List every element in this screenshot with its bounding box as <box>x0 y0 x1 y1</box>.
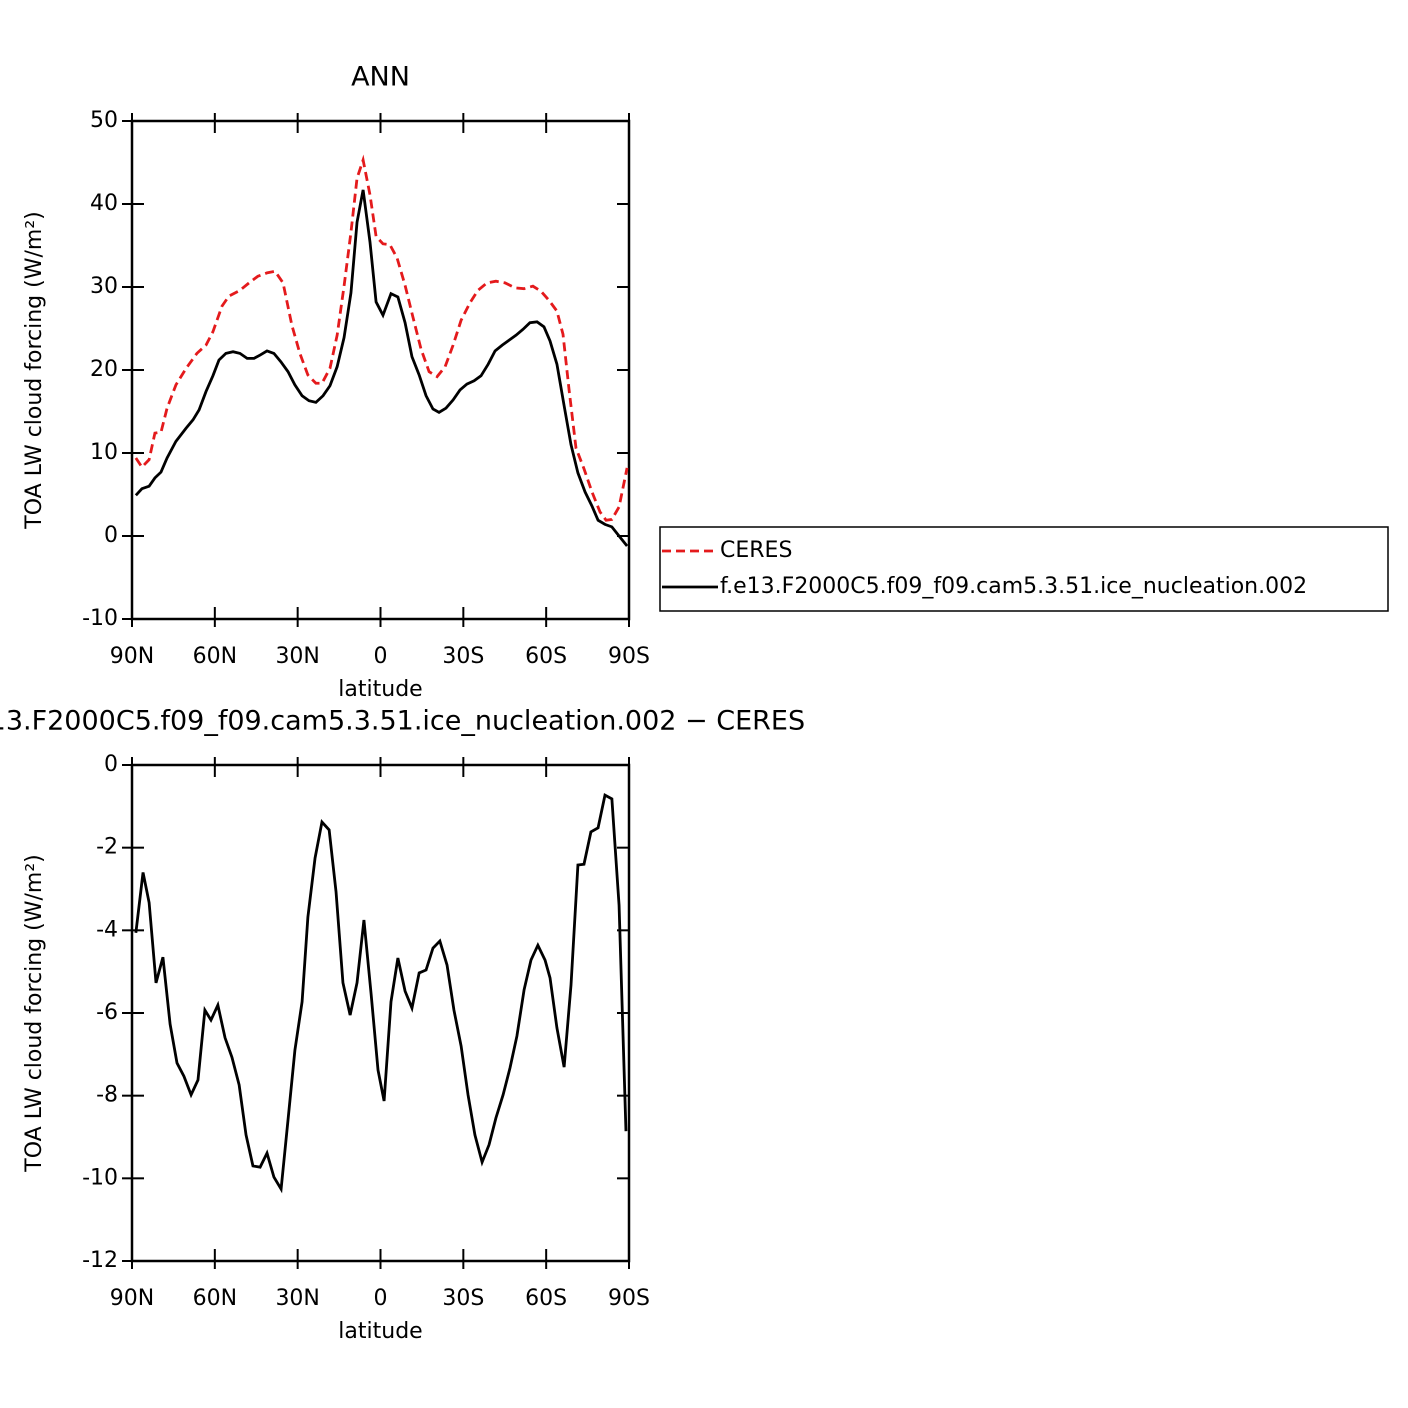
legend-box <box>659 526 1389 612</box>
y-tick-label: -10 <box>82 606 118 631</box>
chart-title: ANN <box>351 62 410 93</box>
y-tick-label: 0 <box>104 523 118 548</box>
x-tick-label: 60S <box>525 1286 567 1311</box>
x-tick-label: 30N <box>275 1286 319 1311</box>
x-tick-label: 60N <box>193 644 237 669</box>
x-tick-label: 30S <box>442 644 484 669</box>
data-line <box>134 189 629 547</box>
x-tick-label: 60N <box>193 1286 237 1311</box>
x-tick-label: 30S <box>442 1286 484 1311</box>
data-line <box>134 154 629 522</box>
chart-title: f.e13.F2000C5.f09_f09.cam5.3.51.ice_nucl… <box>0 706 805 737</box>
plot-frame <box>130 119 631 621</box>
x-tick-label: 90S <box>608 644 650 669</box>
y-tick-label: 40 <box>90 191 118 216</box>
x-tick-label: 90N <box>110 1286 154 1311</box>
legend-label: f.e13.F2000C5.f09_f09.cam5.3.51.ice_nucl… <box>720 574 1307 599</box>
x-axis-label: latitude <box>338 1319 422 1344</box>
y-axis-label: TOA LW cloud forcing (W/m²) <box>22 211 47 529</box>
x-tick-label: 0 <box>374 1286 388 1311</box>
x-tick-label: 30N <box>275 644 319 669</box>
y-tick-label: 50 <box>90 108 118 133</box>
y-tick-label: 0 <box>104 752 118 777</box>
y-axis-label: TOA LW cloud forcing (W/m²) <box>22 854 47 1172</box>
data-line <box>134 793 628 1194</box>
y-tick-label: -4 <box>96 917 118 942</box>
x-tick-label: 90S <box>608 1286 650 1311</box>
x-tick-label: 90N <box>110 644 154 669</box>
y-tick-label: -2 <box>96 835 118 860</box>
y-tick-label: 10 <box>90 440 118 465</box>
y-tick-label: -6 <box>96 1000 118 1025</box>
legend-label: CERES <box>720 538 792 563</box>
y-tick-label: -10 <box>82 1165 118 1190</box>
plot-frame <box>130 763 631 1263</box>
y-tick-label: -8 <box>96 1083 118 1108</box>
x-tick-label: 0 <box>374 644 388 669</box>
x-axis-label: latitude <box>338 677 422 702</box>
y-tick-label: 20 <box>90 357 118 382</box>
y-tick-label: -12 <box>82 1248 118 1273</box>
y-tick-label: 30 <box>90 274 118 299</box>
x-tick-label: 60S <box>525 644 567 669</box>
